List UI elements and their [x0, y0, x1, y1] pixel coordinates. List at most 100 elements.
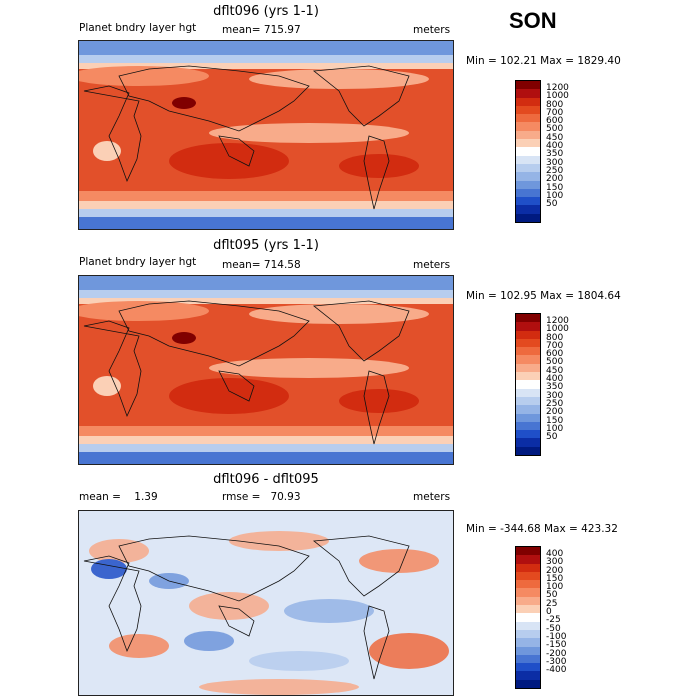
panel2-colorbar — [515, 313, 541, 456]
colorbar-swatch — [516, 355, 540, 364]
colorbar-swatch — [516, 588, 540, 597]
colorbar-tick-label: 250 — [546, 398, 564, 409]
colorbar-tick-label: 1200 — [546, 83, 569, 93]
colorbar-tick-label: 350 — [546, 382, 564, 393]
colorbar-tick-label: 500 — [546, 357, 564, 368]
panel2-units: meters — [413, 259, 451, 271]
colorbar-tick-label: 100 — [546, 582, 564, 593]
colorbar-swatch — [516, 621, 540, 630]
panel3-map — [78, 510, 454, 696]
colorbar-swatch — [516, 605, 540, 614]
colorbar-swatch — [516, 421, 540, 431]
panel3-colorbar — [515, 546, 541, 689]
colorbar-tick-label: 350 — [546, 149, 564, 160]
colorbar-swatch — [516, 671, 540, 680]
colorbar-swatch — [516, 363, 540, 373]
colorbar-swatch — [516, 81, 540, 90]
colorbar-tick-label: 1000 — [546, 91, 569, 102]
colorbar-swatch — [516, 654, 540, 664]
colorbar-tick-label: 100 — [546, 190, 564, 201]
panel1-units: meters — [413, 24, 451, 36]
panel2-mean: mean= 714.58 — [222, 259, 301, 271]
panel3-colorbar-labels: 400 300 200 150 100 50 25 0 -25 -50 -100 -150 -200 -3… — [546, 549, 567, 674]
panel3-title: dflt096 - dflt095 — [213, 472, 319, 487]
colorbar-swatch — [516, 547, 540, 556]
colorbar-swatch — [516, 580, 540, 589]
panel2-minmax: Min = 102.95 Max = 1804.64 — [466, 290, 621, 302]
colorbar-swatch — [516, 679, 540, 689]
colorbar-tick-label: 150 — [546, 415, 564, 426]
colorbar-swatch — [516, 663, 540, 672]
colorbar-swatch — [516, 97, 540, 106]
colorbar-tick-label: 800 — [546, 332, 564, 343]
colorbar-swatch — [516, 438, 540, 447]
colorbar-tick-label: 150 — [546, 182, 564, 193]
panel3-mean: mean = 1.39 — [79, 491, 158, 503]
colorbar-swatch — [516, 396, 540, 406]
colorbar-tick-label: 600 — [546, 116, 564, 127]
colorbar-tick-label: 250 — [546, 165, 564, 176]
colorbar-swatch — [516, 155, 540, 164]
colorbar-tick-label: 400 — [546, 141, 564, 152]
season-label: SON — [509, 8, 557, 33]
panel2-colorbar-labels: 1200 1000 800 700 600 500 450 400 350 300 250 200 15… — [546, 316, 569, 441]
colorbar-swatch — [516, 322, 540, 331]
colorbar-swatch — [516, 163, 540, 173]
colorbar-swatch — [516, 314, 540, 323]
colorbar-swatch — [516, 147, 540, 156]
colorbar-tick-label: 1200 — [546, 316, 569, 326]
colorbar-swatch — [516, 638, 540, 647]
colorbar-swatch — [516, 188, 540, 198]
colorbar-swatch — [516, 89, 540, 98]
colorbar-swatch — [516, 130, 540, 140]
panel3-rmse: rmse = 70.93 — [222, 491, 301, 503]
panel1-map-graphic — [79, 41, 453, 229]
panel1-title: dflt096 (yrs 1-1) — [213, 4, 319, 19]
colorbar-tick-label: 600 — [546, 349, 564, 360]
colorbar-tick-label: 150 — [546, 573, 564, 584]
colorbar-swatch — [516, 105, 540, 115]
panel3-minmax: Min = -344.68 Max = 423.32 — [466, 523, 618, 535]
colorbar-swatch — [516, 388, 540, 397]
colorbar-swatch — [516, 122, 540, 131]
colorbar-tick-label: -200 — [546, 648, 567, 659]
colorbar-tick-label: 700 — [546, 340, 564, 351]
colorbar-swatch — [516, 347, 540, 356]
colorbar-tick-label: 1000 — [546, 324, 569, 335]
colorbar-swatch — [516, 172, 540, 181]
colorbar-tick-label: 450 — [546, 132, 564, 143]
panel1-mean: mean= 715.97 — [222, 24, 301, 36]
colorbar-swatch — [516, 430, 540, 439]
colorbar-tick-label: -150 — [546, 640, 567, 651]
colorbar-swatch — [516, 213, 540, 223]
colorbar-swatch — [516, 372, 540, 381]
colorbar-swatch — [516, 139, 540, 148]
colorbar-swatch — [516, 646, 540, 655]
colorbar-swatch — [516, 180, 540, 189]
colorbar-swatch — [516, 613, 540, 622]
colorbar-tick-label: 50 — [546, 590, 558, 601]
colorbar-swatch — [516, 380, 540, 389]
colorbar-tick-label: 200 — [546, 407, 564, 418]
colorbar-swatch — [516, 338, 540, 348]
colorbar-tick-label: 200 — [546, 174, 564, 185]
colorbar-tick-label: 300 — [546, 557, 564, 568]
colorbar-tick-label: 0 — [546, 607, 552, 618]
colorbar-tick-label: 800 — [546, 99, 564, 110]
panel3-units: meters — [413, 491, 451, 503]
colorbar-swatch — [516, 596, 540, 606]
colorbar-swatch — [516, 114, 540, 123]
colorbar-swatch — [516, 205, 540, 214]
colorbar-tick-label: 200 — [546, 565, 564, 576]
colorbar-swatch — [516, 413, 540, 422]
colorbar-tick-label: 300 — [546, 390, 564, 401]
panel2-map-graphic — [79, 276, 453, 464]
colorbar-tick-label: 100 — [546, 423, 564, 434]
colorbar-tick-label: -50 — [546, 623, 561, 634]
panel1-minmax: Min = 102.21 Max = 1829.40 — [466, 55, 621, 67]
colorbar-swatch — [516, 563, 540, 572]
panel1-colorbar-labels: 1200 1000 800 700 600 500 450 400 350 300 250 200 15… — [546, 83, 569, 208]
panel3-map-graphic — [79, 511, 453, 695]
colorbar-swatch — [516, 571, 540, 581]
colorbar-swatch — [516, 555, 540, 564]
